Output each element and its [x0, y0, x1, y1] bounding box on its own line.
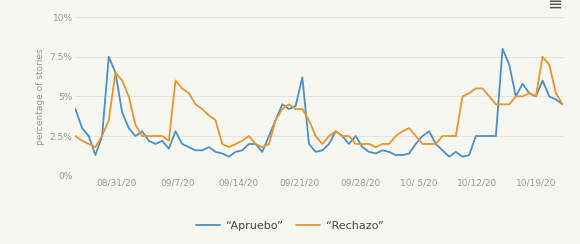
Legend: “Apruebo”, “Rechazo”: “Apruebo”, “Rechazo”: [191, 216, 388, 235]
“Apruebo”: [72, 108, 79, 111]
“Apruebo”: [499, 47, 506, 50]
“Rechazo”: [352, 142, 359, 145]
“Apruebo”: [525, 92, 532, 95]
“Rechazo”: [539, 55, 546, 58]
“Rechazo”: [239, 139, 246, 142]
“Rechazo”: [72, 134, 79, 137]
“Apruebo”: [346, 142, 353, 145]
“Rechazo”: [559, 103, 566, 106]
“Apruebo”: [559, 103, 566, 106]
“Rechazo”: [179, 87, 186, 90]
“Apruebo”: [179, 142, 186, 145]
“Apruebo”: [239, 149, 246, 152]
“Rechazo”: [519, 95, 526, 98]
“Rechazo”: [92, 146, 99, 149]
“Rechazo”: [346, 134, 353, 137]
Text: ≡: ≡: [548, 0, 563, 14]
“Apruebo”: [172, 130, 179, 133]
Y-axis label: percentage of stories: percentage of stories: [37, 48, 45, 145]
“Apruebo”: [352, 134, 359, 137]
Line: “Apruebo”: “Apruebo”: [75, 49, 563, 157]
Line: “Rechazo”: “Rechazo”: [75, 57, 563, 147]
“Rechazo”: [186, 92, 193, 95]
“Apruebo”: [226, 155, 233, 158]
